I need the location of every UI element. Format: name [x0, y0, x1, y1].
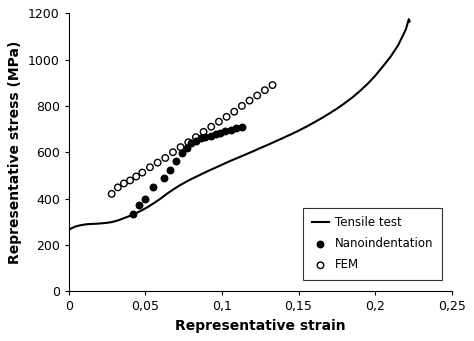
Nanoindentation	[221, 129, 229, 134]
Nanoindentation	[149, 184, 157, 190]
FEM	[192, 134, 200, 140]
FEM	[169, 149, 177, 155]
FEM	[208, 124, 215, 130]
FEM	[146, 164, 154, 170]
FEM	[114, 185, 122, 190]
Tensile test	[319, 116, 324, 120]
Nanoindentation	[136, 203, 143, 208]
Nanoindentation	[212, 131, 219, 137]
Tensile test	[273, 139, 278, 143]
Tensile test	[66, 228, 72, 232]
Nanoindentation	[201, 134, 209, 139]
FEM	[223, 114, 230, 120]
FEM	[261, 87, 269, 93]
Tensile test	[158, 196, 164, 201]
Nanoindentation	[183, 145, 191, 150]
FEM	[108, 191, 116, 197]
FEM	[230, 109, 238, 115]
Nanoindentation	[228, 127, 235, 133]
Nanoindentation	[188, 141, 195, 146]
FEM	[238, 103, 246, 109]
FEM	[246, 98, 253, 103]
FEM	[200, 129, 208, 135]
Nanoindentation	[217, 130, 224, 135]
Nanoindentation	[208, 133, 215, 138]
FEM	[184, 139, 192, 145]
FEM	[120, 181, 128, 186]
Nanoindentation	[129, 211, 137, 217]
Line: Tensile test: Tensile test	[69, 19, 410, 230]
FEM	[177, 144, 184, 150]
Nanoindentation	[197, 136, 204, 141]
FEM	[215, 119, 223, 124]
FEM	[154, 160, 162, 165]
Nanoindentation	[178, 151, 186, 156]
Nanoindentation	[232, 125, 239, 131]
Nanoindentation	[238, 124, 246, 130]
FEM	[138, 170, 146, 175]
Tensile test	[406, 17, 412, 21]
FEM	[126, 178, 134, 183]
Nanoindentation	[142, 196, 149, 201]
FEM	[132, 174, 140, 179]
Tensile test	[257, 146, 263, 150]
Nanoindentation	[172, 159, 180, 164]
Nanoindentation	[192, 138, 200, 143]
Tensile test	[407, 19, 412, 24]
Tensile test	[235, 156, 240, 160]
Nanoindentation	[166, 167, 173, 172]
FEM	[162, 155, 169, 161]
Nanoindentation	[160, 175, 167, 180]
Y-axis label: Representative stress (MPa): Representative stress (MPa)	[9, 41, 22, 264]
Legend: Tensile test, Nanoindentation, FEM: Tensile test, Nanoindentation, FEM	[303, 208, 442, 280]
X-axis label: Representative strain: Representative strain	[175, 319, 346, 333]
FEM	[269, 83, 276, 88]
Tensile test	[69, 226, 75, 230]
FEM	[254, 93, 261, 98]
